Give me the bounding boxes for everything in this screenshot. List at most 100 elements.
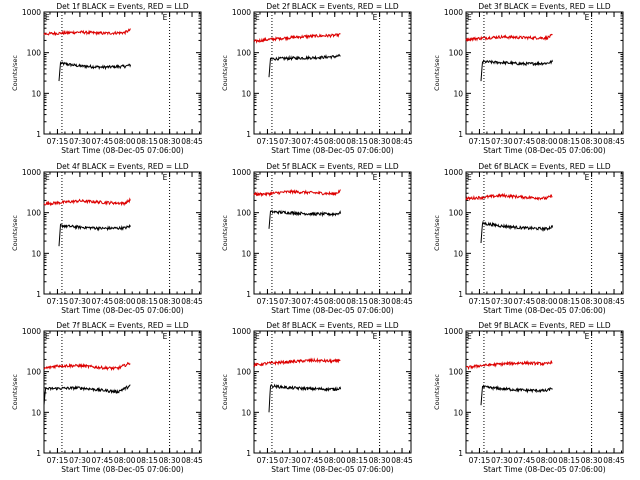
chart-title: Det 2f BLACK = Events, RED = LLD	[266, 2, 399, 11]
marker-e-label: E	[45, 13, 50, 22]
x-tick-label: 08:30	[581, 456, 603, 465]
x-tick-label: 08:15	[346, 456, 368, 465]
x-tick-label: 07:15	[469, 137, 491, 146]
y-tick-label: 10	[31, 249, 41, 258]
x-tick-label: 07:30	[69, 297, 91, 306]
plot-frame	[465, 171, 624, 295]
y-axis-label: Counts/sec	[11, 374, 19, 410]
chart-title: Det 5f BLACK = Events, RED = LLD	[266, 162, 399, 171]
y-tick-label: 10	[241, 408, 251, 417]
plot-frame	[465, 11, 624, 135]
y-tick-label: 10	[31, 408, 41, 417]
x-tick-label: 07:15	[47, 297, 69, 306]
marker-e-label: E	[373, 332, 378, 341]
chart-title: Det 1f BLACK = Events, RED = LLD	[56, 2, 189, 11]
y-axis-label: Counts/sec	[221, 215, 229, 251]
marker-e-label: E	[163, 13, 168, 22]
chart-title: Det 8f BLACK = Events, RED = LLD	[266, 321, 399, 330]
marker-e-label: E	[467, 332, 472, 341]
y-tick-label: 1	[36, 130, 41, 139]
x-tick-label: 07:15	[47, 137, 69, 146]
panel-2: Det 2f BLACK = Events, RED = LLD 1 10 100 10…	[221, 2, 413, 155]
x-axis-label: Start Time (08-Dec-05 07:06:00)	[61, 465, 183, 474]
panel-7: Det 7f BLACK = Events, RED = LLD 1 10 100 10…	[11, 321, 203, 474]
x-tick-label: 07:45	[514, 137, 536, 146]
y-tick-label: 10	[31, 89, 41, 98]
x-tick-label: 08:30	[369, 456, 391, 465]
x-tick-label: 07:30	[279, 137, 301, 146]
marker-e-label: E	[163, 173, 168, 182]
x-tick-label: 08:15	[346, 137, 368, 146]
x-tick-label: 08:45	[391, 456, 413, 465]
events-series-line	[480, 384, 553, 406]
y-tick-label: 100	[449, 209, 464, 218]
x-tick-label: 08:45	[603, 456, 625, 465]
x-tick-label: 08:00	[324, 456, 346, 465]
x-tick-label: 08:30	[369, 297, 391, 306]
x-axis-label: Start Time (08-Dec-05 07:06:00)	[483, 465, 605, 474]
y-tick-label: 1000	[232, 327, 251, 336]
panel-6: Det 6f BLACK = Events, RED = LLD 1 10 100 10…	[433, 162, 625, 315]
x-tick-label: 08:30	[159, 456, 181, 465]
y-tick-label: 100	[449, 368, 464, 377]
panel-4: Det 4f BLACK = Events, RED = LLD 1 10 100 10…	[11, 162, 203, 315]
lld-series-line	[43, 28, 131, 37]
x-tick-label: 08:30	[581, 137, 603, 146]
x-tick-label: 07:15	[257, 137, 279, 146]
panel-8: Det 8f BLACK = Events, RED = LLD 1 10 100 10…	[221, 321, 413, 474]
x-tick-label: 07:15	[469, 297, 491, 306]
x-tick-label: 07:45	[514, 297, 536, 306]
marker-e-label: E	[255, 173, 260, 182]
x-tick-label: 08:30	[369, 137, 391, 146]
lld-series-line	[43, 361, 131, 372]
y-axis-label: Counts/sec	[433, 215, 441, 251]
marker-e-label: E	[585, 332, 590, 341]
chart-title: Det 9f BLACK = Events, RED = LLD	[478, 321, 611, 330]
marker-e-label: E	[467, 173, 472, 182]
y-axis-label: Counts/sec	[433, 374, 441, 410]
x-tick-label: 08:00	[114, 297, 136, 306]
y-tick-label: 10	[453, 408, 463, 417]
y-tick-label: 10	[241, 89, 251, 98]
x-tick-label: 08:45	[603, 137, 625, 146]
x-tick-label: 08:00	[324, 297, 346, 306]
x-tick-label: 08:30	[581, 297, 603, 306]
x-tick-label: 08:30	[159, 297, 181, 306]
x-tick-label: 07:15	[257, 456, 279, 465]
lld-series-line	[253, 32, 341, 44]
plot-frame	[253, 330, 412, 454]
x-tick-label: 07:45	[302, 456, 324, 465]
x-axis-label: Start Time (08-Dec-05 07:06:00)	[483, 306, 605, 315]
y-tick-label: 100	[449, 49, 464, 58]
marker-e-label: E	[373, 13, 378, 22]
y-tick-label: 1000	[22, 8, 41, 17]
x-tick-label: 08:45	[181, 137, 203, 146]
chart-title: Det 4f BLACK = Events, RED = LLD	[56, 162, 189, 171]
marker-e-label: E	[467, 13, 472, 22]
x-axis-label: Start Time (08-Dec-05 07:06:00)	[61, 306, 183, 315]
x-tick-label: 08:00	[536, 456, 558, 465]
x-axis-label: Start Time (08-Dec-05 07:06:00)	[483, 146, 605, 155]
y-tick-label: 1	[246, 130, 251, 139]
y-tick-label: 100	[27, 368, 42, 377]
plot-frame	[43, 11, 202, 135]
y-tick-label: 1000	[444, 8, 463, 17]
x-tick-label: 08:15	[346, 297, 368, 306]
lld-series-line	[43, 197, 131, 207]
marker-e-label: E	[585, 13, 590, 22]
x-tick-label: 07:30	[491, 456, 513, 465]
lld-series-line	[253, 188, 341, 198]
lld-series-line	[465, 33, 553, 43]
marker-e-label: E	[45, 173, 50, 182]
plot-frame	[253, 171, 412, 295]
panel-1: Det 1f BLACK = Events, RED = LLD 1 10 100 10…	[11, 2, 203, 155]
y-tick-label: 10	[241, 249, 251, 258]
x-tick-label: 07:45	[92, 137, 114, 146]
x-tick-label: 08:45	[391, 297, 413, 306]
y-tick-label: 1000	[444, 327, 463, 336]
x-tick-label: 07:45	[302, 137, 324, 146]
chart-title: Det 7f BLACK = Events, RED = LLD	[56, 321, 189, 330]
y-tick-label: 1	[36, 449, 41, 458]
y-tick-label: 100	[237, 368, 252, 377]
